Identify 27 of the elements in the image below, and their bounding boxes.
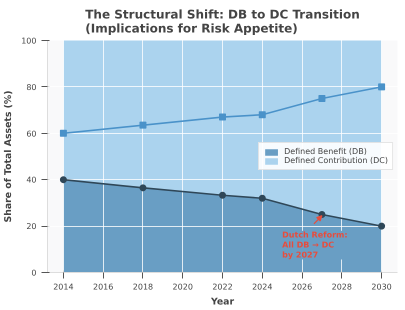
x-tick-label: 2028: [332, 282, 352, 292]
point: [318, 95, 326, 102]
y-tick-label: 100: [21, 36, 37, 46]
y-tick-label: 40: [26, 176, 37, 185]
y-tick-label: 20: [26, 222, 37, 232]
point: [139, 122, 146, 129]
legend-label: Defined Benefit (DB): [284, 147, 367, 156]
x-tick-label: 2022: [212, 282, 233, 292]
y-axis-title: Share of Total Assets (%): [3, 90, 14, 223]
point: [60, 130, 67, 137]
x-axis-title: Year: [210, 296, 234, 308]
x-tick-label: 2014: [53, 282, 74, 292]
chart-title: The Structural Shift: DB to DC Transition (Implications for Risk Appetite): [85, 8, 360, 36]
y-tick-label: 0: [31, 268, 37, 278]
legend-label: Defined Contribution (DC): [284, 156, 388, 165]
annotation: Dutch Reform: All DB → DC by 2027: [282, 230, 348, 260]
x-tick-label: 2030: [371, 282, 392, 292]
x-tick-label: 2018: [132, 282, 154, 292]
point: [219, 114, 226, 121]
y-tick-label: 80: [26, 82, 37, 92]
point: [258, 111, 266, 118]
x-tick-label: 2024: [252, 282, 272, 292]
point: [378, 83, 386, 90]
x-tick-label: 2016: [93, 282, 114, 292]
y-tick-label: 60: [26, 129, 37, 138]
x-tick-label: 2020: [172, 282, 193, 292]
x-tick-label: 2026: [292, 282, 312, 292]
